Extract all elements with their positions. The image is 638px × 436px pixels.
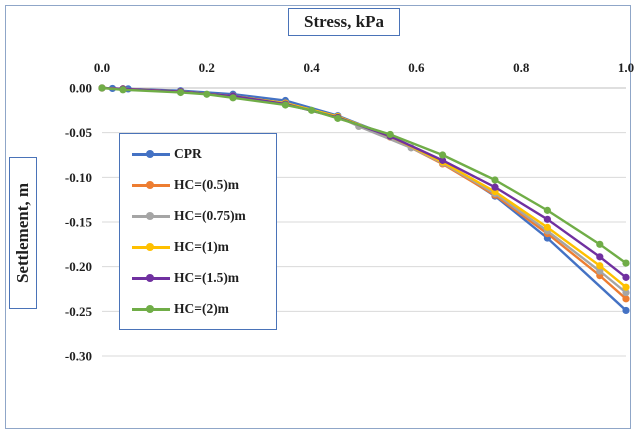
y-tick-label: -0.20	[65, 259, 92, 274]
legend-item-cpr: CPR	[132, 144, 202, 164]
x-tick-label: 0.6	[408, 60, 425, 75]
data-point	[386, 130, 394, 139]
legend-swatch-hc-2	[132, 299, 170, 319]
y-axis-label-box: Settlement, m	[9, 157, 37, 309]
data-point	[439, 151, 447, 159]
data-point	[229, 94, 237, 102]
series-line	[101, 86, 627, 265]
legend-item-hc-2: HC=(2)m	[132, 299, 229, 319]
data-point	[281, 101, 289, 109]
axes: 0.00 -0.05 -0.10 -0.15 -0.20 -0.25 -0.30 0.0 0.2…	[65, 60, 634, 364]
x-tick-label: 0.8	[513, 60, 530, 75]
legend-label: HC=(2)m	[174, 301, 229, 316]
data-point	[334, 114, 342, 122]
legend-label: HC=(0.5)m	[174, 177, 240, 192]
data-point	[177, 88, 185, 97]
legend-label: HC=(1)m	[174, 239, 229, 254]
data-point	[622, 295, 630, 303]
y-tick-label: -0.10	[65, 170, 92, 185]
x-tick-label: 1.0	[618, 60, 634, 75]
series-5	[98, 84, 630, 267]
legend-swatch-cpr	[132, 144, 170, 164]
legend-item-hc-0-5: HC=(0.5)m	[132, 175, 239, 195]
chart-title: Stress, kPa	[288, 8, 400, 36]
legend-label: HC=(0.75)m	[174, 208, 246, 223]
legend-swatch-hc-1-5	[132, 268, 170, 288]
data-point	[491, 176, 499, 184]
data-point	[119, 86, 127, 94]
data-point	[203, 90, 211, 98]
y-tick-label: -0.05	[65, 125, 93, 140]
y-tick-label: -0.30	[65, 349, 92, 364]
data-point	[596, 262, 604, 270]
legend-swatch-hc-0-75	[132, 206, 170, 226]
data-point	[622, 288, 630, 297]
data-point	[98, 84, 106, 92]
x-tick-label: 0.4	[303, 60, 320, 75]
data-point	[308, 106, 316, 114]
data-point	[491, 183, 499, 191]
y-tick-label: -0.15	[65, 215, 93, 230]
data-point	[622, 273, 630, 281]
y-axis-label: Settlement, m	[13, 182, 33, 284]
data-point	[543, 215, 552, 223]
data-point	[622, 283, 630, 291]
data-point	[596, 240, 604, 248]
legend: CPR HC=(0.5)m HC=(0.75)m HC=(1)m HC=(1.5…	[119, 133, 277, 330]
legend-item-hc-1: HC=(1)m	[132, 237, 229, 257]
data-point	[596, 267, 604, 275]
legend-item-hc-0-75: HC=(0.75)m	[132, 206, 246, 226]
legend-item-hc-1-5: HC=(1.5)m	[132, 268, 239, 288]
data-point	[439, 156, 447, 164]
legend-label: HC=(1.5)m	[174, 270, 240, 285]
y-tick-label: -0.25	[65, 304, 93, 319]
legend-swatch-hc-1	[132, 237, 170, 257]
y-tick-label: 0.00	[69, 81, 92, 96]
series-layer	[98, 84, 630, 315]
legend-label: CPR	[174, 146, 202, 161]
data-point	[543, 223, 552, 231]
data-point	[622, 259, 630, 267]
x-tick-label: 0.0	[94, 60, 110, 75]
data-point	[596, 253, 604, 261]
data-point	[543, 206, 552, 214]
x-tick-label: 0.2	[199, 60, 215, 75]
legend-swatch-hc-0-5	[132, 175, 170, 195]
data-point	[622, 306, 630, 315]
